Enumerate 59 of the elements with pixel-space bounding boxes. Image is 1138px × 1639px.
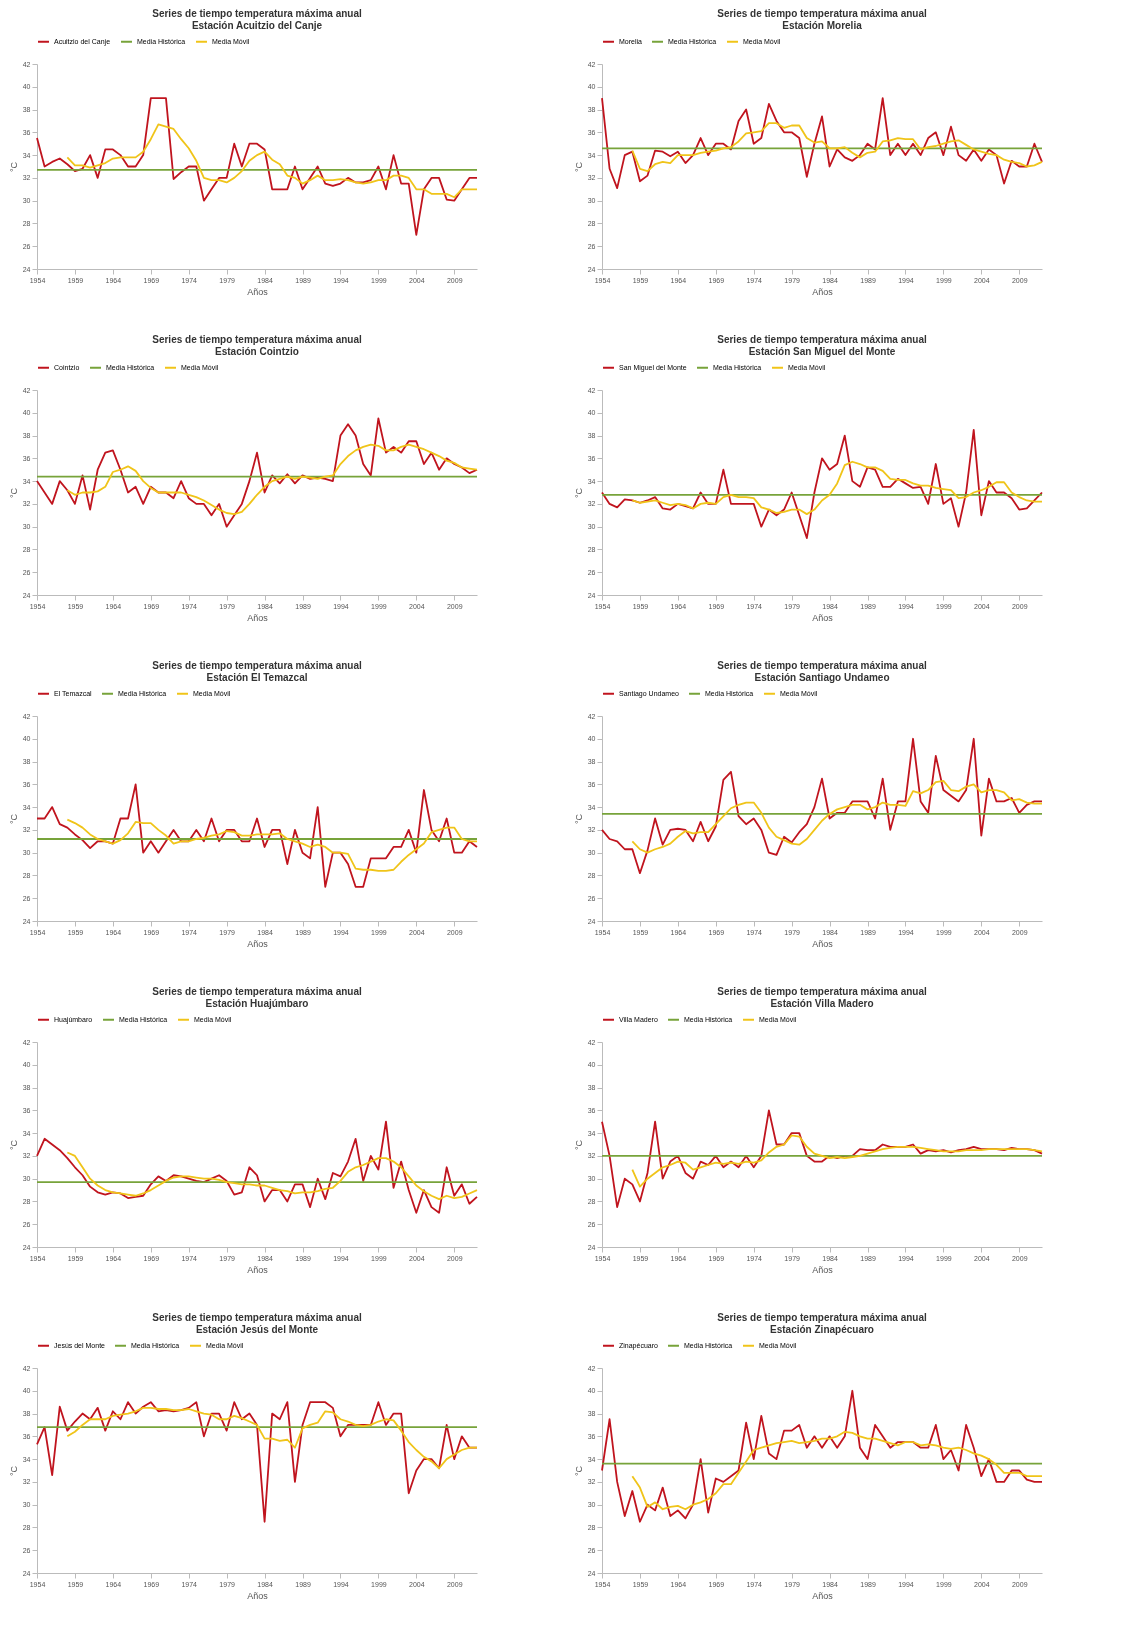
y-axis-title: °C xyxy=(573,1465,584,1477)
chart-title: Series de tiempo temperatura máxima anual xyxy=(717,1312,927,1323)
chart-title: Series de tiempo temperatura máxima anual xyxy=(152,8,362,19)
y-axis-title: °C xyxy=(573,1139,584,1151)
line-series xyxy=(66,443,478,516)
line-series xyxy=(631,460,1043,516)
line-series xyxy=(601,97,1043,190)
chart-title: Series de tiempo temperatura máxima anual xyxy=(717,986,927,997)
y-axis-title: °C xyxy=(8,161,19,173)
y-axis-title: °C xyxy=(573,161,584,173)
chart-subtitle: Estación San Miguel del Monte xyxy=(748,346,896,357)
chart-title: Series de tiempo temperatura máxima anual xyxy=(152,986,362,997)
chart-subtitle: Estación Zinapécuaro xyxy=(770,1324,874,1335)
chart-subtitle: Estación Jesús del Monte xyxy=(195,1324,319,1335)
chart-title: Series de tiempo temperatura máxima anual xyxy=(717,334,927,345)
chart-subtitle: Estación Cointzio xyxy=(215,346,299,357)
x-axis-title: Años xyxy=(812,1264,834,1275)
line-series xyxy=(36,417,478,528)
line-series xyxy=(66,123,478,199)
chart-subtitle: Estación Santiago Undameo xyxy=(754,672,890,683)
chart-title: Series de tiempo temperatura máxima anual xyxy=(152,334,362,345)
chart-subtitle: Estación Villa Madero xyxy=(770,998,874,1009)
line-series xyxy=(601,428,1043,539)
x-axis-title: Años xyxy=(247,938,269,949)
chart-subtitle: Estación Acuitzio del Canje xyxy=(191,20,323,31)
line-series xyxy=(36,1120,478,1214)
x-axis-title: Años xyxy=(247,612,269,623)
line-series xyxy=(36,97,478,236)
x-axis-title: Años xyxy=(247,1264,269,1275)
line-series xyxy=(631,1430,1043,1511)
y-axis-title: °C xyxy=(573,813,584,825)
line-series xyxy=(631,1134,1043,1188)
y-axis-title: °C xyxy=(8,1139,19,1151)
chart-title: Series de tiempo temperatura máxima anual xyxy=(717,8,927,19)
line-series xyxy=(601,1389,1043,1523)
line-series xyxy=(66,1151,478,1201)
chart-title: Series de tiempo temperatura máxima anual xyxy=(152,660,362,671)
chart-title: Series de tiempo temperatura máxima anual xyxy=(717,660,927,671)
x-axis-title: Años xyxy=(247,286,269,297)
line-series xyxy=(631,122,1043,172)
line-series xyxy=(601,737,1043,875)
y-axis-title: °C xyxy=(8,813,19,825)
chart-title: Series de tiempo temperatura máxima anual xyxy=(152,1312,362,1323)
y-axis-title: °C xyxy=(8,1465,19,1477)
chart-subtitle: Estación Huajúmbaro xyxy=(205,998,309,1009)
y-axis-title: °C xyxy=(8,487,19,499)
line-series xyxy=(36,783,478,888)
x-axis-title: Años xyxy=(812,612,834,623)
chart-subtitle: Estación Morelia xyxy=(782,20,863,31)
x-axis-title: Años xyxy=(812,286,834,297)
line-series xyxy=(631,780,1043,854)
x-axis-title: Años xyxy=(812,1590,834,1601)
chart-subtitle: Estación El Temazcal xyxy=(206,672,308,683)
x-axis-title: Años xyxy=(812,938,834,949)
x-axis-title: Años xyxy=(247,1590,269,1601)
y-axis-title: °C xyxy=(573,487,584,499)
line-series xyxy=(66,818,478,872)
line-series xyxy=(601,1109,1043,1209)
line-series xyxy=(66,1406,478,1470)
